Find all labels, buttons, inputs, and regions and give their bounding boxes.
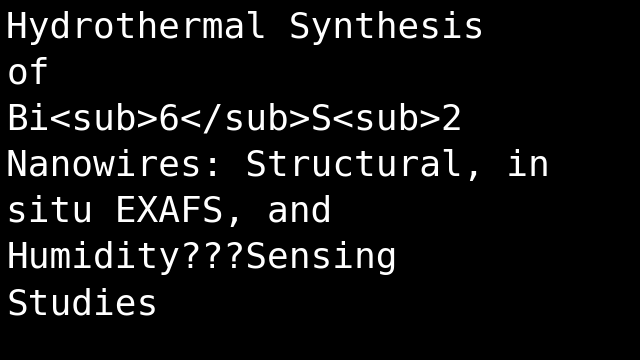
Text: of: of <box>6 57 50 91</box>
Text: Bi<sub>6</sub>S<sub>2: Bi<sub>6</sub>S<sub>2 <box>6 103 463 137</box>
Text: Studies: Studies <box>6 287 159 321</box>
Text: situ EXAFS, and: situ EXAFS, and <box>6 195 333 229</box>
Text: Hydrothermal Synthesis: Hydrothermal Synthesis <box>6 11 485 45</box>
Text: Nanowires: Structural, in: Nanowires: Structural, in <box>6 149 550 183</box>
Text: Humidity???Sensing: Humidity???Sensing <box>6 241 398 275</box>
